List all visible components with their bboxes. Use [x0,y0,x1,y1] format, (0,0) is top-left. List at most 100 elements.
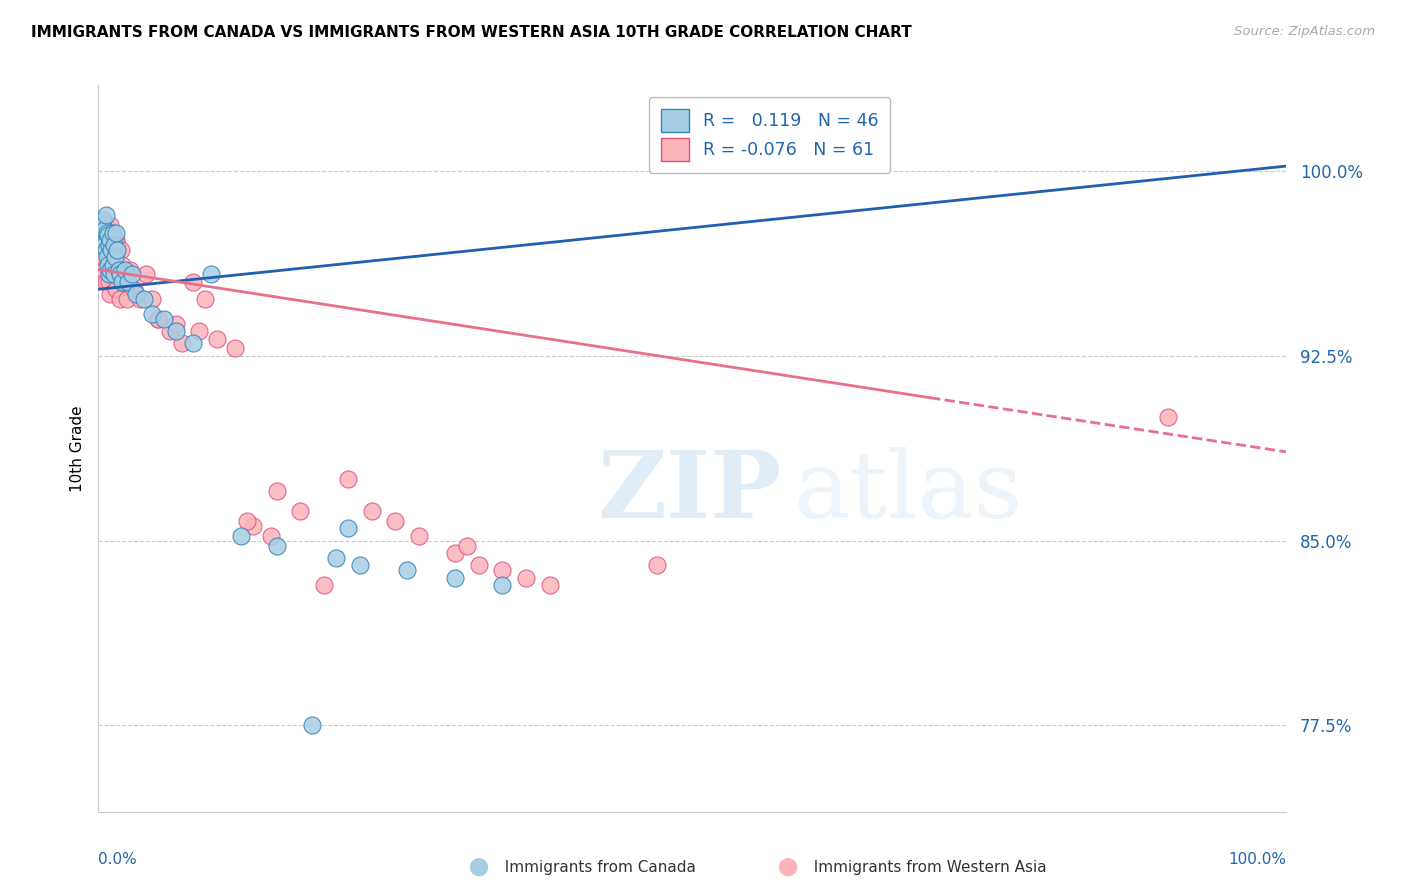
Point [360,504,382,518]
Point [125,287,148,301]
Point [165,317,187,331]
Point [129,292,152,306]
Point [97,258,120,272]
Point [159,324,181,338]
Point [103,250,125,264]
Point [94,243,117,257]
Point [444,571,467,585]
Point [384,514,406,528]
Point [91,226,114,240]
Text: atlas: atlas [793,447,1022,537]
Text: 100.0%: 100.0% [1229,852,1286,867]
Point [120,262,142,277]
Point [188,324,211,338]
Point [90,248,112,262]
Point [97,250,120,264]
Point [108,292,131,306]
Point [98,238,121,252]
Point [98,268,121,282]
Text: IMMIGRANTS FROM CANADA VS IMMIGRANTS FROM WESTERN ASIA 10TH GRADE CORRELATION CH: IMMIGRANTS FROM CANADA VS IMMIGRANTS FRO… [31,25,911,40]
Point [100,243,122,257]
Text: ⬤: ⬤ [468,858,488,876]
Point [194,292,217,306]
Point [108,268,131,282]
Point [96,226,118,240]
Point [91,213,114,227]
Point [224,342,246,356]
Point [93,226,115,240]
Point [98,218,121,232]
Point [90,218,112,232]
Point [107,268,129,282]
Point [515,571,537,585]
Point [260,529,283,543]
Point [242,519,264,533]
Point [132,292,155,306]
Point [135,268,157,282]
Point [165,324,187,338]
Point [98,262,121,277]
Point [200,268,222,282]
Point [96,250,118,264]
Point [146,311,169,326]
Point [91,258,114,272]
Point [467,558,489,573]
Point [456,539,478,553]
Point [93,238,115,252]
Point [408,529,430,543]
Point [207,332,229,346]
Text: Immigrants from Canada: Immigrants from Canada [495,860,696,874]
Point [266,484,288,499]
Point [111,258,134,272]
Point [94,218,117,232]
Point [98,233,121,247]
Point [290,504,312,518]
Point [94,275,117,289]
Point [97,226,120,240]
Point [491,563,513,577]
Text: ⬤: ⬤ [778,858,797,876]
Point [114,275,136,289]
Point [93,262,115,277]
Point [94,208,117,222]
Point [93,223,115,237]
Point [229,529,252,543]
Point [101,243,124,257]
Point [105,226,128,240]
Point [110,243,132,257]
Point [103,268,125,282]
Point [538,578,561,592]
Point [114,262,136,277]
Point [101,226,124,240]
Point [314,578,336,592]
Legend: R =   0.119   N = 46, R = -0.076   N = 61: R = 0.119 N = 46, R = -0.076 N = 61 [650,97,890,173]
Point [325,550,347,565]
Text: ZIP: ZIP [598,447,782,537]
Point [101,258,124,272]
Point [236,514,259,528]
Point [96,238,118,252]
Point [152,311,174,326]
Point [349,558,371,573]
Point [122,282,145,296]
Point [107,262,129,277]
Point [100,226,122,240]
Point [115,292,138,306]
Point [121,268,143,282]
Point [183,336,205,351]
Point [104,250,127,264]
Point [107,243,129,257]
Point [105,233,128,247]
Text: Immigrants from Western Asia: Immigrants from Western Asia [804,860,1047,874]
Point [141,292,163,306]
Point [91,268,114,282]
Point [111,275,134,289]
Point [183,275,205,289]
Point [336,521,359,535]
Point [645,558,668,573]
Point [491,578,513,592]
Point [107,238,129,252]
Point [91,250,114,264]
Point [146,311,169,326]
Point [266,539,288,553]
